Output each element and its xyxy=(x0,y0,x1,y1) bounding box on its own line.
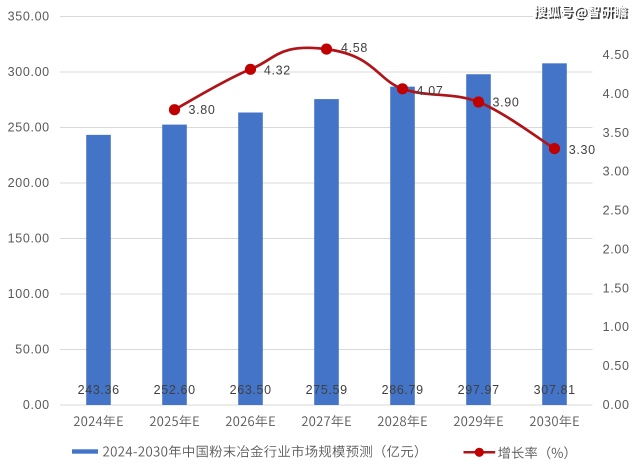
svg-text:0.00: 0.00 xyxy=(23,398,50,412)
svg-text:1.50: 1.50 xyxy=(603,281,630,295)
svg-text:286.79: 286.79 xyxy=(382,383,424,397)
svg-text:1.00: 1.00 xyxy=(603,320,630,334)
svg-text:3.50: 3.50 xyxy=(603,126,630,140)
svg-text:100.00: 100.00 xyxy=(8,287,50,301)
svg-text:243.36: 243.36 xyxy=(78,383,120,397)
svg-text:2.50: 2.50 xyxy=(603,204,630,218)
svg-text:300.00: 300.00 xyxy=(8,65,50,79)
svg-text:50.00: 50.00 xyxy=(15,342,50,356)
svg-text:3.00: 3.00 xyxy=(603,165,630,179)
svg-text:250.00: 250.00 xyxy=(8,120,50,134)
svg-text:3.80: 3.80 xyxy=(189,103,216,117)
svg-text:200.00: 200.00 xyxy=(8,176,50,190)
svg-text:4.00: 4.00 xyxy=(603,87,630,101)
svg-text:0.00: 0.00 xyxy=(603,398,630,412)
svg-text:350.00: 350.00 xyxy=(8,9,50,23)
svg-text:4.50: 4.50 xyxy=(603,48,630,62)
svg-text:4.58: 4.58 xyxy=(341,41,368,55)
svg-text:4.07: 4.07 xyxy=(417,84,444,98)
svg-text:4.32: 4.32 xyxy=(264,63,291,77)
svg-text:275.59: 275.59 xyxy=(306,383,348,397)
svg-text:252.60: 252.60 xyxy=(154,383,196,397)
svg-text:3.30: 3.30 xyxy=(569,143,596,157)
svg-text:307.81: 307.81 xyxy=(534,383,576,397)
svg-text:0.50: 0.50 xyxy=(603,359,630,373)
svg-text:150.00: 150.00 xyxy=(8,231,50,245)
svg-text:263.50: 263.50 xyxy=(230,383,272,397)
svg-text:3.90: 3.90 xyxy=(493,96,520,110)
svg-text:2.00: 2.00 xyxy=(603,242,630,256)
svg-text:297.97: 297.97 xyxy=(458,383,500,397)
